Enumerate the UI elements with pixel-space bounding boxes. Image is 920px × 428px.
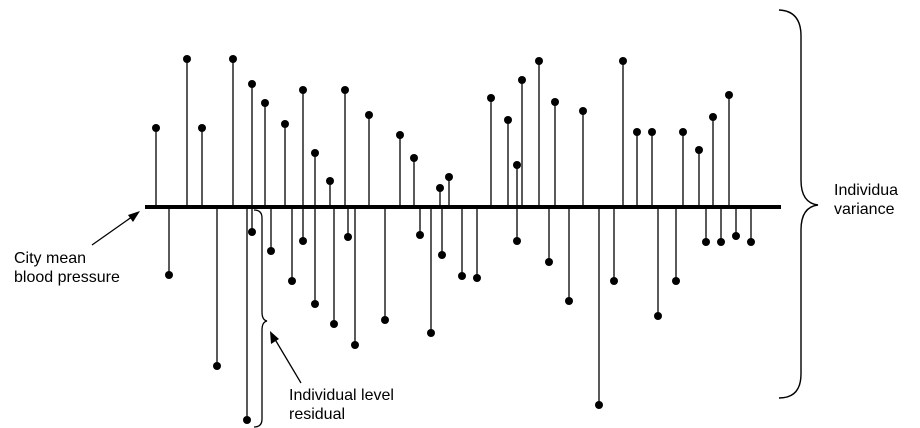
- lollipop-dot: [299, 237, 307, 245]
- lollipop-dot: [248, 228, 256, 236]
- city-mean-pointer-arrow: [91, 211, 140, 246]
- lollipop-dot: [299, 86, 307, 94]
- lollipop-dot: [610, 277, 618, 285]
- lollipop-dot: [595, 401, 603, 409]
- lollipop-dot: [438, 251, 446, 259]
- lollipop-dot: [243, 416, 251, 424]
- lollipop-dot: [709, 113, 717, 121]
- residual-bracket: [253, 209, 268, 428]
- lollipop-dot: [504, 116, 512, 124]
- lollipop-dot: [436, 184, 444, 192]
- variance-brace: [778, 9, 819, 399]
- lollipop-dot: [518, 76, 526, 84]
- lollipop-dot: [654, 312, 662, 320]
- lollipop-dot: [152, 124, 160, 132]
- lollipop-dot: [198, 124, 206, 132]
- lollipop-dot: [311, 149, 319, 157]
- residual-pointer-arrow: [270, 331, 302, 384]
- lollipop-dot: [535, 57, 543, 65]
- variance-label-line2: variance: [834, 201, 895, 218]
- city-mean-label: City mean blood pressure: [14, 249, 120, 287]
- lollipop-dot: [281, 120, 289, 128]
- variance-label: Individua variance: [834, 181, 898, 219]
- lollipop-dot: [183, 55, 191, 63]
- lollipop-dot: [445, 173, 453, 181]
- lollipop-dot: [633, 128, 641, 136]
- lollipop-dot: [458, 272, 466, 280]
- lollipop-dot: [725, 91, 733, 99]
- residual-label: Individual level residual: [289, 386, 394, 424]
- lollipop-dot: [344, 233, 352, 241]
- lollipop-dot: [248, 80, 256, 88]
- lollipop-dot: [473, 274, 481, 282]
- lollipop-dot: [487, 94, 495, 102]
- lollipop-dot: [513, 161, 521, 169]
- residual-label-line1: Individual level: [289, 387, 394, 404]
- variance-label-line1: Individua: [834, 182, 899, 199]
- lollipop-dot: [410, 154, 418, 162]
- lollipop-group: [152, 55, 755, 424]
- lollipop-dot: [427, 329, 435, 337]
- lollipop-dot: [702, 238, 710, 246]
- lollipop-dot: [648, 128, 656, 136]
- lollipop-dot: [513, 237, 521, 245]
- lollipop-dot: [551, 98, 559, 106]
- lollipop-dot: [311, 300, 319, 308]
- lollipop-dot: [330, 320, 338, 328]
- lollipop-dot: [579, 107, 587, 115]
- lollipop-dot: [261, 99, 269, 107]
- lollipop-dot: [679, 128, 687, 136]
- lollipop-dot: [165, 271, 173, 279]
- lollipop-dot: [288, 277, 296, 285]
- city-mean-label-line2: blood pressure: [14, 269, 120, 286]
- lollipop-dot: [381, 316, 389, 324]
- lollipop-dot: [416, 231, 424, 239]
- lollipop-dot: [747, 238, 755, 246]
- lollipop-dot: [213, 362, 221, 370]
- residual-label-line2: residual: [289, 406, 346, 423]
- lollipop-dot: [326, 177, 334, 185]
- lollipop-dot: [732, 232, 740, 240]
- lollipop-dot: [267, 247, 275, 255]
- lollipop-dot: [229, 55, 237, 63]
- lollipop-dot: [351, 341, 359, 349]
- lollipop-dot: [341, 86, 349, 94]
- lollipop-dot: [565, 297, 573, 305]
- lollipop-dot: [672, 277, 680, 285]
- lollipop-dot: [365, 111, 373, 119]
- city-mean-label-line1: City mean: [14, 250, 87, 267]
- lollipop-dot: [545, 258, 553, 266]
- lollipop-dot: [717, 238, 725, 246]
- lollipop-dot: [695, 146, 703, 154]
- lollipop-dot: [396, 131, 404, 139]
- lollipop-dot: [619, 57, 627, 65]
